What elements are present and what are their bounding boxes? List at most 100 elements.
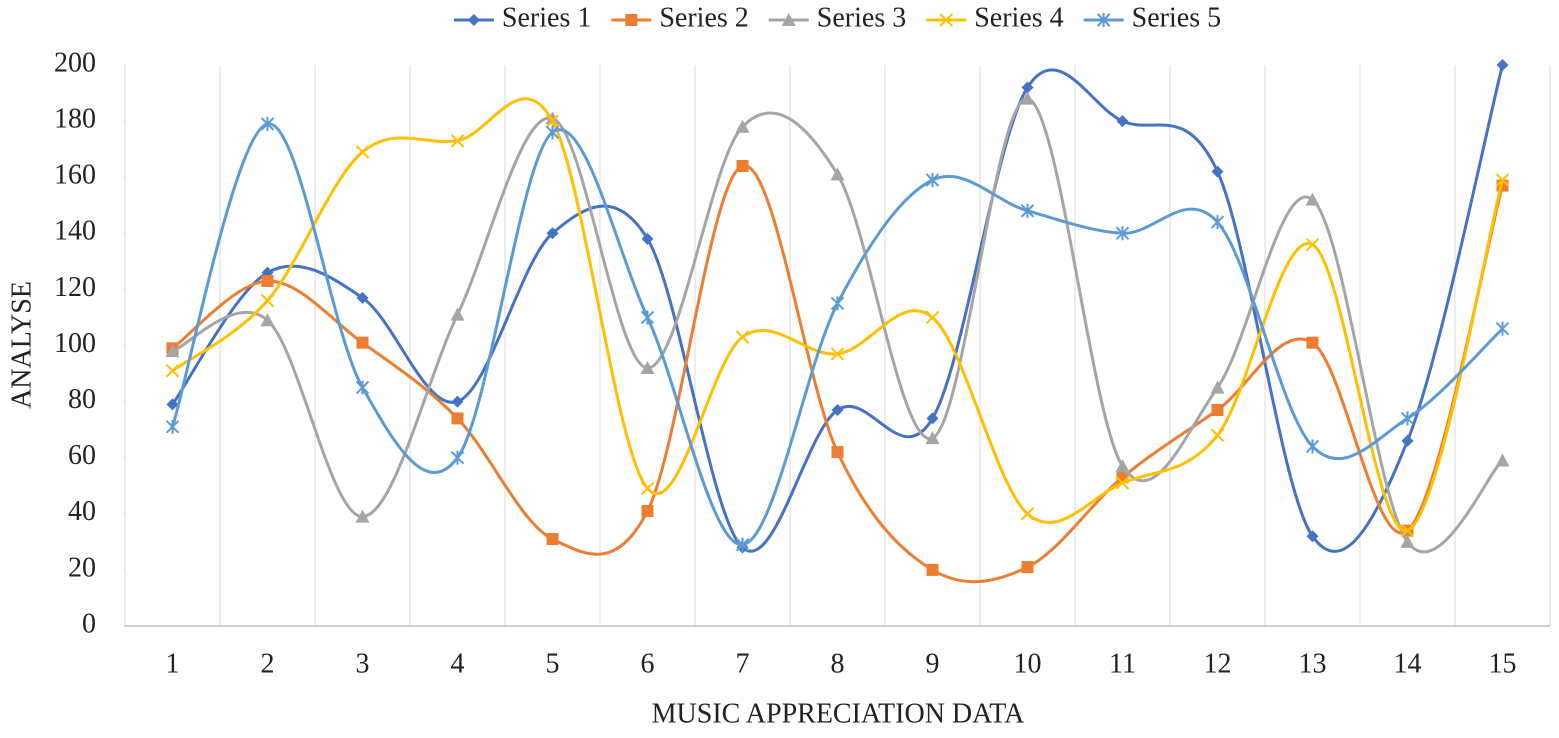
legend-item: Series 1 [453,2,591,33]
y-tick-label: 20 [68,552,96,583]
series-line [171,97,1504,533]
y-tick-label: 160 [54,160,96,191]
marker [165,344,180,358]
marker [641,504,654,517]
marker [1401,434,1414,447]
marker [926,412,939,425]
marker [545,125,560,140]
marker [450,134,465,148]
series-line [171,164,1504,584]
legend-label: Series 4 [974,2,1063,33]
marker [1096,13,1111,27]
marker [1305,192,1320,206]
x-tick-label: 11 [1109,648,1136,679]
marker [831,446,844,459]
marker [926,563,939,576]
legend-label: Series 1 [502,2,591,33]
x-tick-label: 8 [831,648,845,679]
marker [546,533,559,546]
marker [1400,523,1415,538]
marker [545,111,560,125]
x-tick-label: 10 [1014,648,1042,679]
series-line [171,122,1504,547]
y-tick-label: 60 [68,440,96,471]
marker [830,167,845,181]
x-tick-label: 3 [356,648,370,679]
marker [166,398,179,411]
marker [625,14,638,26]
marker [1020,203,1035,218]
x-tick-label: 4 [451,648,465,679]
marker [831,404,844,417]
y-tick-label: 140 [54,216,96,247]
marker [260,293,275,308]
marker [165,364,180,378]
marker [1495,453,1510,467]
x-tick-label: 12 [1204,648,1232,679]
marker [735,119,750,133]
marker [640,310,655,325]
legend-label: Series 2 [659,2,748,33]
marker [1021,561,1034,574]
marker [641,232,654,245]
marker [640,360,655,374]
marker [1305,439,1320,454]
y-tick-label: 80 [68,384,96,415]
marker [1496,59,1509,71]
marker [545,114,560,128]
y-tick-label: 200 [54,47,96,78]
marker [1400,411,1415,426]
marker [356,336,369,349]
marker [1020,507,1035,521]
marker [830,347,845,361]
y-tick-label: 120 [54,272,96,303]
legend-item: Series 4 [926,2,1064,33]
marker [451,412,464,425]
x-tick-label: 1 [166,648,180,679]
marker [1305,237,1320,252]
marker [939,13,953,27]
marker [1495,321,1510,336]
legend-item: Series 2 [611,2,749,33]
marker [1211,404,1224,417]
marker [1210,380,1225,394]
marker [450,307,465,321]
legend-label: Series 5 [1132,2,1221,33]
marker [1021,81,1034,94]
x-tick-label: 7 [736,648,750,679]
y-axis-title: ANALYSE [6,281,37,409]
marker [451,395,464,408]
legend-item: Series 5 [1083,2,1221,33]
marker [1211,165,1224,178]
marker [736,159,749,172]
x-axis-title: MUSIC APPRECIATION DATA [652,698,1025,729]
marker [1115,226,1130,241]
marker [260,313,275,327]
y-tick-label: 100 [54,328,96,359]
series-line [171,97,1504,554]
marker [355,509,370,523]
marker [355,145,370,159]
series-line [171,64,1504,553]
x-tick-label: 13 [1299,648,1327,679]
marker [735,330,750,344]
marker [165,419,180,434]
marker [1115,459,1130,473]
marker [735,537,750,552]
marker [467,14,480,26]
x-tick-label: 5 [546,648,560,679]
y-tick-label: 40 [68,496,96,527]
x-tick-label: 9 [926,648,940,679]
marker [1306,336,1319,349]
y-tick-label: 0 [82,608,96,639]
marker [546,227,559,240]
marker [640,481,655,496]
marker [260,116,275,131]
marker [356,291,369,304]
marker [925,431,940,445]
marker [1495,173,1510,187]
marker [830,296,845,311]
marker [1400,534,1415,548]
marker [1115,476,1130,490]
